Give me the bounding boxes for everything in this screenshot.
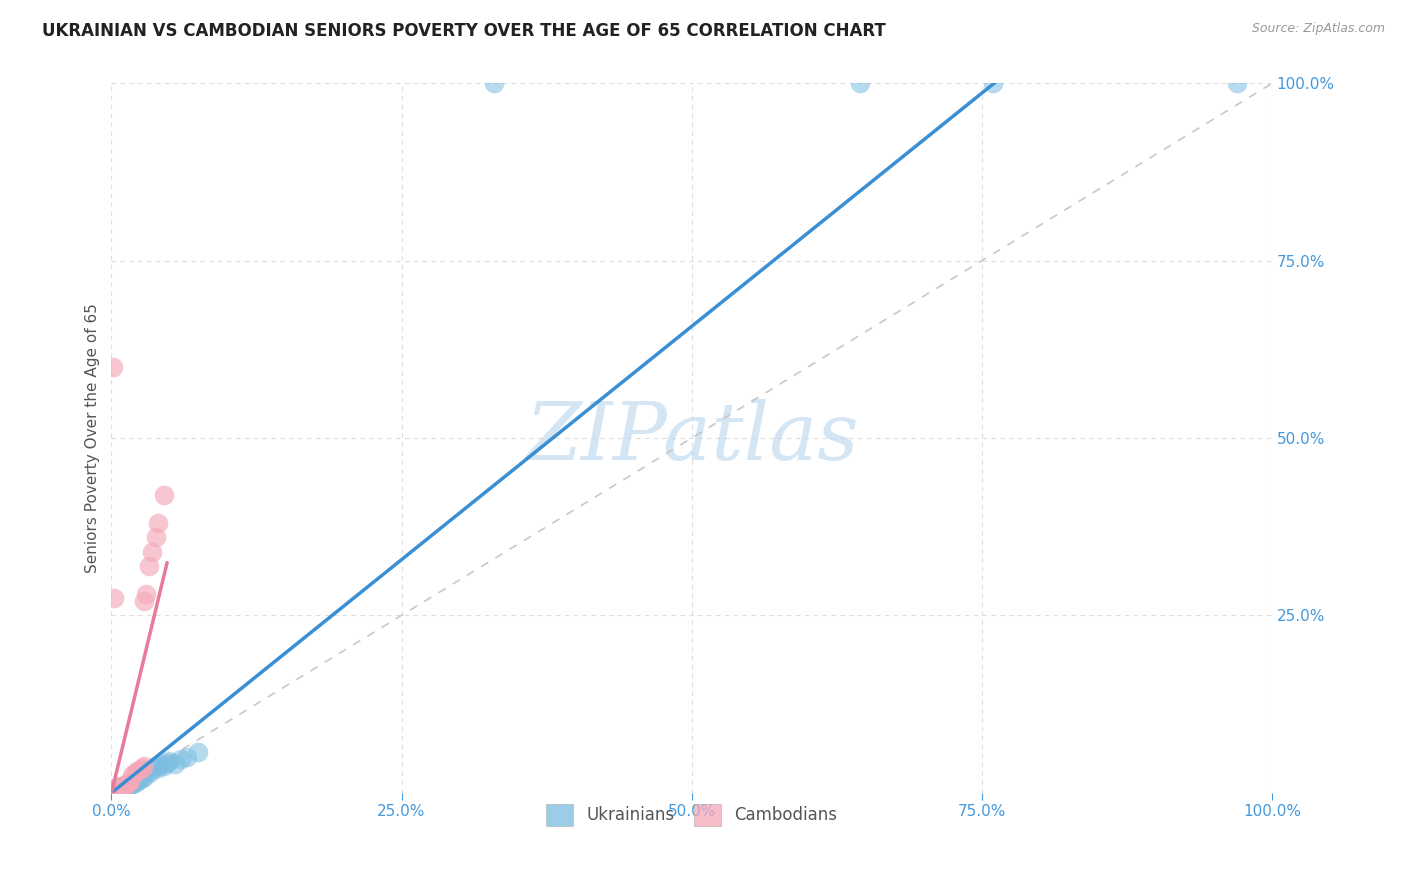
Point: [118, 775, 141, 789]
Point: [104, 781, 127, 796]
Point: [1226, 77, 1249, 91]
Point: [120, 776, 142, 790]
Point: [118, 774, 141, 789]
Point: [146, 516, 169, 530]
Point: [170, 751, 193, 765]
Point: [101, 784, 124, 798]
Point: [104, 782, 127, 797]
Point: [105, 782, 128, 797]
Point: [104, 783, 127, 797]
Point: [105, 780, 128, 794]
Point: [111, 779, 134, 793]
Point: [128, 772, 150, 787]
Point: [103, 591, 125, 605]
Point: [103, 782, 125, 797]
Point: [159, 754, 181, 768]
Point: [125, 764, 148, 779]
Point: [117, 776, 139, 790]
Point: [111, 780, 134, 795]
Point: [125, 774, 148, 789]
Point: [101, 360, 124, 375]
Point: [114, 778, 136, 792]
Point: [165, 757, 187, 772]
Point: [107, 782, 129, 797]
Point: [156, 756, 179, 770]
Point: [149, 757, 172, 772]
Point: [145, 758, 167, 772]
Text: ZIPatlas: ZIPatlas: [524, 400, 859, 477]
Point: [135, 764, 157, 779]
Point: [131, 772, 153, 786]
Legend: Ukrainians, Cambodians: Ukrainians, Cambodians: [537, 796, 845, 834]
Point: [141, 544, 163, 558]
Point: [132, 594, 155, 608]
Point: [112, 780, 135, 794]
Point: [983, 77, 1005, 91]
Point: [111, 780, 134, 794]
Point: [105, 781, 128, 796]
Point: [101, 783, 124, 797]
Point: [112, 779, 135, 793]
Text: UKRAINIAN VS CAMBODIAN SENIORS POVERTY OVER THE AGE OF 65 CORRELATION CHART: UKRAINIAN VS CAMBODIAN SENIORS POVERTY O…: [42, 22, 886, 40]
Point: [121, 768, 143, 782]
Point: [152, 758, 174, 772]
Point: [132, 770, 155, 784]
Point: [138, 765, 160, 780]
Point: [131, 761, 153, 775]
Point: [114, 778, 136, 792]
Point: [124, 765, 146, 780]
Point: [138, 558, 160, 573]
Point: [108, 780, 131, 795]
Point: [105, 782, 128, 797]
Point: [110, 779, 132, 793]
Point: [121, 777, 143, 791]
Point: [118, 778, 141, 792]
Point: [105, 782, 128, 797]
Point: [141, 763, 163, 777]
Point: [135, 587, 157, 601]
Point: [124, 775, 146, 789]
Point: [187, 745, 209, 759]
Point: [117, 779, 139, 793]
Point: [849, 77, 872, 91]
Point: [115, 779, 138, 793]
Point: [108, 780, 131, 795]
Point: [107, 780, 129, 795]
Point: [111, 779, 134, 793]
Point: [115, 777, 138, 791]
Text: Source: ZipAtlas.com: Source: ZipAtlas.com: [1251, 22, 1385, 36]
Point: [132, 758, 155, 772]
Point: [103, 783, 125, 797]
Point: [122, 775, 145, 789]
Point: [111, 779, 134, 793]
Point: [484, 77, 506, 91]
Point: [146, 761, 169, 775]
Point: [128, 763, 150, 777]
Point: [105, 781, 128, 796]
Point: [152, 488, 174, 502]
Point: [176, 750, 198, 764]
Point: [108, 781, 131, 796]
Y-axis label: Seniors Poverty Over the Age of 65: Seniors Poverty Over the Age of 65: [86, 303, 100, 573]
Point: [145, 530, 167, 544]
Point: [118, 777, 141, 791]
Point: [110, 780, 132, 794]
